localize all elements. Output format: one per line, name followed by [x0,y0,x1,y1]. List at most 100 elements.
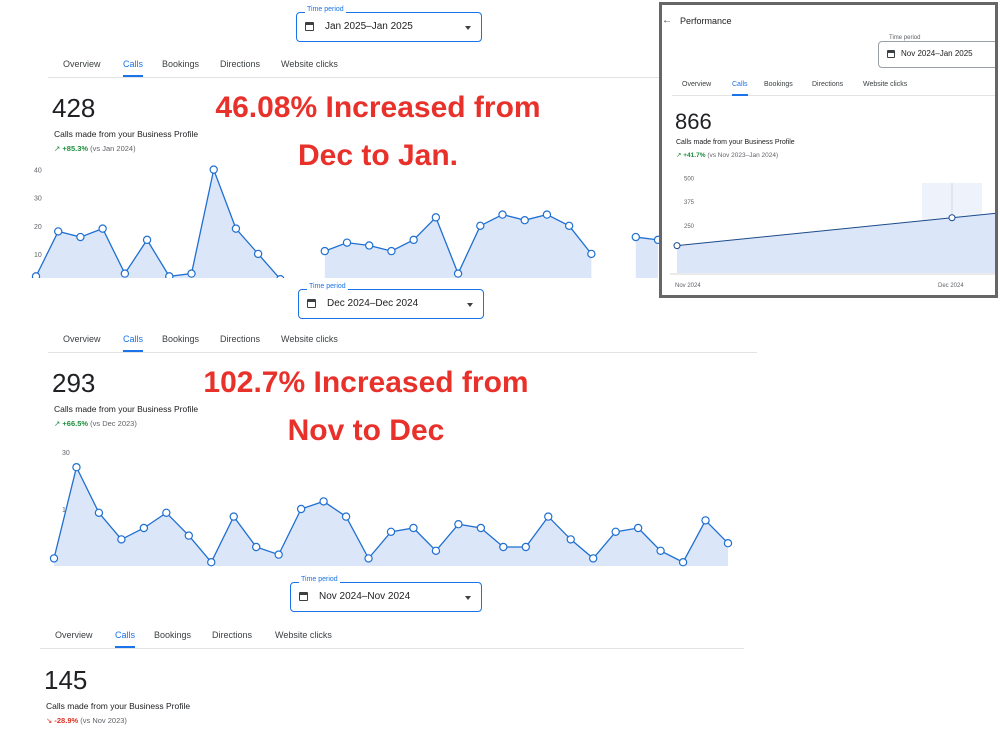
change-value: +85.3% [62,144,89,153]
trend-up-icon: ↗ [54,419,61,428]
data-point [49,554,59,563]
tab-directions[interactable]: Directions [212,630,253,640]
tab-directions[interactable]: Directions [812,81,844,88]
calendar-icon [305,22,314,31]
inset-tab-bar: Overview Calls Bookings Directions Websi… [672,77,995,96]
calendar-icon [307,299,316,308]
tab-website-clicks[interactable]: Website clicks [275,630,332,640]
data-point [31,272,41,278]
change-value: -28.9% [54,716,79,725]
time-period-label: Time period [887,35,923,41]
tab-calls[interactable]: Calls [123,334,144,352]
annotation-line-2: Nov to Dec [287,414,445,447]
data-point [120,269,130,278]
y-tick-label: 375 [684,200,695,206]
data-point [678,557,688,567]
back-arrow-icon[interactable]: ← [662,15,672,26]
data-point [631,232,640,242]
tab-calls[interactable]: Calls [732,81,748,96]
annotation-line-1: 46.08% Increased from [215,91,541,124]
trend-up-icon: ↗ [54,144,61,153]
data-point [207,557,216,567]
data-point [520,215,529,225]
trend-down-icon: ↘ [46,716,53,725]
data-point [499,542,508,552]
tab-directions[interactable]: Directions [220,334,261,344]
data-point [542,210,552,219]
y-tick-label: 30 [62,450,70,457]
data-point [476,523,486,533]
data-point [209,165,218,174]
tab-bookings[interactable]: Bookings [154,630,192,640]
time-period-label: Time period [305,6,346,13]
tab-overview[interactable]: Overview [63,59,101,69]
dec-tab-bar: Overview Calls Bookings Directions Websi… [48,330,757,353]
change-indicator: ↗ +85.3% (vs Jan 2024) [54,144,136,153]
data-point [165,272,174,278]
dropdown-caret-icon [465,596,471,600]
calls-total: 866 [675,109,712,134]
tab-directions[interactable]: Directions [220,59,261,69]
data-point [544,512,553,521]
tab-website-clicks[interactable]: Website clicks [281,334,338,344]
tab-bookings[interactable]: Bookings [162,334,200,344]
tab-overview[interactable]: Overview [63,334,101,344]
tab-website-clicks[interactable]: Website clicks [281,59,338,69]
tab-calls[interactable]: Calls [115,630,136,648]
time-period-value: Jan 2025–Jan 2025 [325,21,413,32]
dec-annotation: 102.7% Increased from Nov to Dec [156,359,576,455]
change-indicator: ↗ +41.7% (vs Nov 2023–Jan 2024) [676,151,778,159]
tab-calls[interactable]: Calls [123,59,144,77]
data-point [54,227,63,236]
tab-overview[interactable]: Overview [682,81,712,88]
dec-calls-chart: 3015 [49,450,733,567]
change-reference: (vs Nov 2023–Jan 2024) [707,152,779,159]
performance-title: Performance [680,16,732,26]
jan-annotation: 46.08% Increased from Dec to Jan. [148,84,608,180]
nov-panel: Time period Nov 2024–Nov 2024 Overview C… [14,572,744,750]
tab-website-clicks[interactable]: Website clicks [863,81,908,88]
data-point [162,508,171,518]
dec-time-period-select[interactable]: Time period Dec 2024–Dec 2024 [298,283,484,319]
series-area [54,467,728,566]
series-area [677,213,995,273]
dropdown-caret-icon [465,26,471,30]
nov-time-period-select[interactable]: Time period Nov 2024–Nov 2024 [290,576,482,612]
x-tick-label: Nov 2024 [675,283,701,289]
data-point [701,516,710,525]
data-point [76,232,85,242]
inset-time-period-select[interactable]: Time period Nov 2024–Jan 2025 [878,35,995,68]
data-point [611,527,620,537]
time-period-value: Dec 2024–Dec 2024 [327,298,419,309]
y-tick-label: 30 [34,196,42,203]
data-point [521,542,530,552]
data-point [187,269,196,278]
performance-inset: ← Performance Time period Nov 2024–Jan 2… [659,2,998,298]
calls-total: 145 [44,665,88,695]
change-indicator: ↘ -28.9% (vs Nov 2023) [46,716,127,725]
data-point [365,241,374,250]
data-point [723,538,733,548]
jan-time-period-select[interactable]: Time period Jan 2025–Jan 2025 [296,6,482,42]
dropdown-caret-icon [467,303,473,307]
time-period-value: Nov 2024–Nov 2024 [319,591,411,602]
change-indicator: ↗ +66.5% (vs Dec 2023) [54,419,137,428]
data-point [431,213,441,222]
data-point [139,523,149,533]
series-area [635,237,658,278]
data-point [98,224,107,233]
data-point [948,214,956,222]
change-reference: (vs Nov 2023) [80,716,127,725]
y-tick-label: 40 [34,168,42,175]
tab-overview[interactable]: Overview [55,630,93,640]
data-point [453,269,463,278]
tab-bookings[interactable]: Bookings [764,81,793,88]
calls-total: 293 [52,368,96,398]
data-point [386,527,396,537]
jan-tab-bar: Overview Calls Bookings Directions Websi… [48,55,662,78]
tab-bookings[interactable]: Bookings [162,59,200,69]
data-point [364,554,373,563]
series-area [36,169,280,278]
trend-up-icon: ↗ [676,152,682,159]
